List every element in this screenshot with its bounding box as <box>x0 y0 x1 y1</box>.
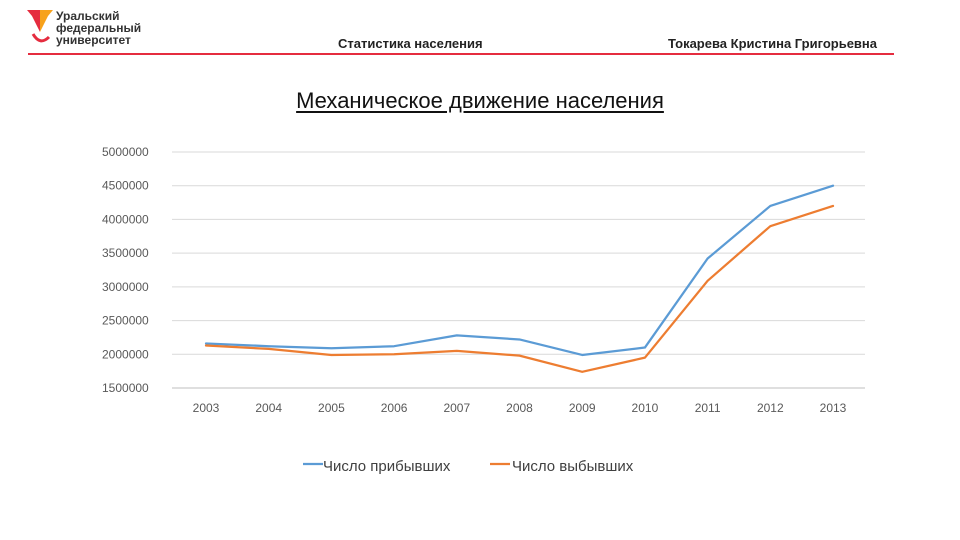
series-line-1 <box>204 184 835 357</box>
legend-label-2: Число выбывших <box>512 458 634 475</box>
x-tick-label: 2008 <box>506 401 533 415</box>
y-tick-label: 1500000 <box>102 381 149 395</box>
x-tick-label: 2004 <box>255 401 282 415</box>
chart-title-text: Механическое движение населения <box>296 88 664 113</box>
chart-series <box>204 184 835 373</box>
header-author: Токарева Кристина Григорьевна <box>668 36 878 51</box>
x-tick-label: 2011 <box>695 401 721 415</box>
y-tick-label: 2500000 <box>102 314 149 328</box>
x-tick-label: 2010 <box>632 401 659 415</box>
x-tick-label: 2007 <box>443 401 470 415</box>
x-axis-ticks: 2003 2004 2005 2006 2007 2008 2009 2010 2011 2012… <box>193 401 847 415</box>
y-tick-label: 4000000 <box>102 212 149 226</box>
x-tick-label: 2006 <box>381 401 408 415</box>
y-axis-ticks: 1500000 2000000 2500000 3000000 3500000 40000… <box>102 145 149 395</box>
chart-legend: Число прибывших Число выбывших <box>303 458 634 475</box>
y-tick-label: 4500000 <box>102 179 149 193</box>
x-tick-label: 2009 <box>569 401 596 415</box>
logo-line-2: федеральный <box>56 21 142 35</box>
y-tick-label: 3500000 <box>102 246 149 260</box>
x-tick-label: 2005 <box>318 401 345 415</box>
y-tick-label: 2000000 <box>102 347 149 361</box>
x-tick-label: 2013 <box>820 401 847 415</box>
x-tick-label: 2012 <box>757 401 784 415</box>
chart-gridlines <box>172 151 865 389</box>
y-tick-label: 3000000 <box>102 280 149 294</box>
header-section-title: Статистика населения <box>338 36 483 51</box>
legend-label-1: Число прибывших <box>323 458 451 475</box>
series-line-2 <box>204 204 835 373</box>
logo-line-3: университет <box>56 33 131 47</box>
y-tick-label: 5000000 <box>102 145 149 159</box>
university-logo: Уральский федеральный университет <box>27 10 167 50</box>
chart-title: Механическое движение населения <box>0 88 960 114</box>
ural-university-emblem-icon <box>27 10 53 43</box>
header-divider <box>28 53 894 55</box>
x-tick-label: 2003 <box>193 401 220 415</box>
logo-line-1: Уральский <box>56 9 120 23</box>
